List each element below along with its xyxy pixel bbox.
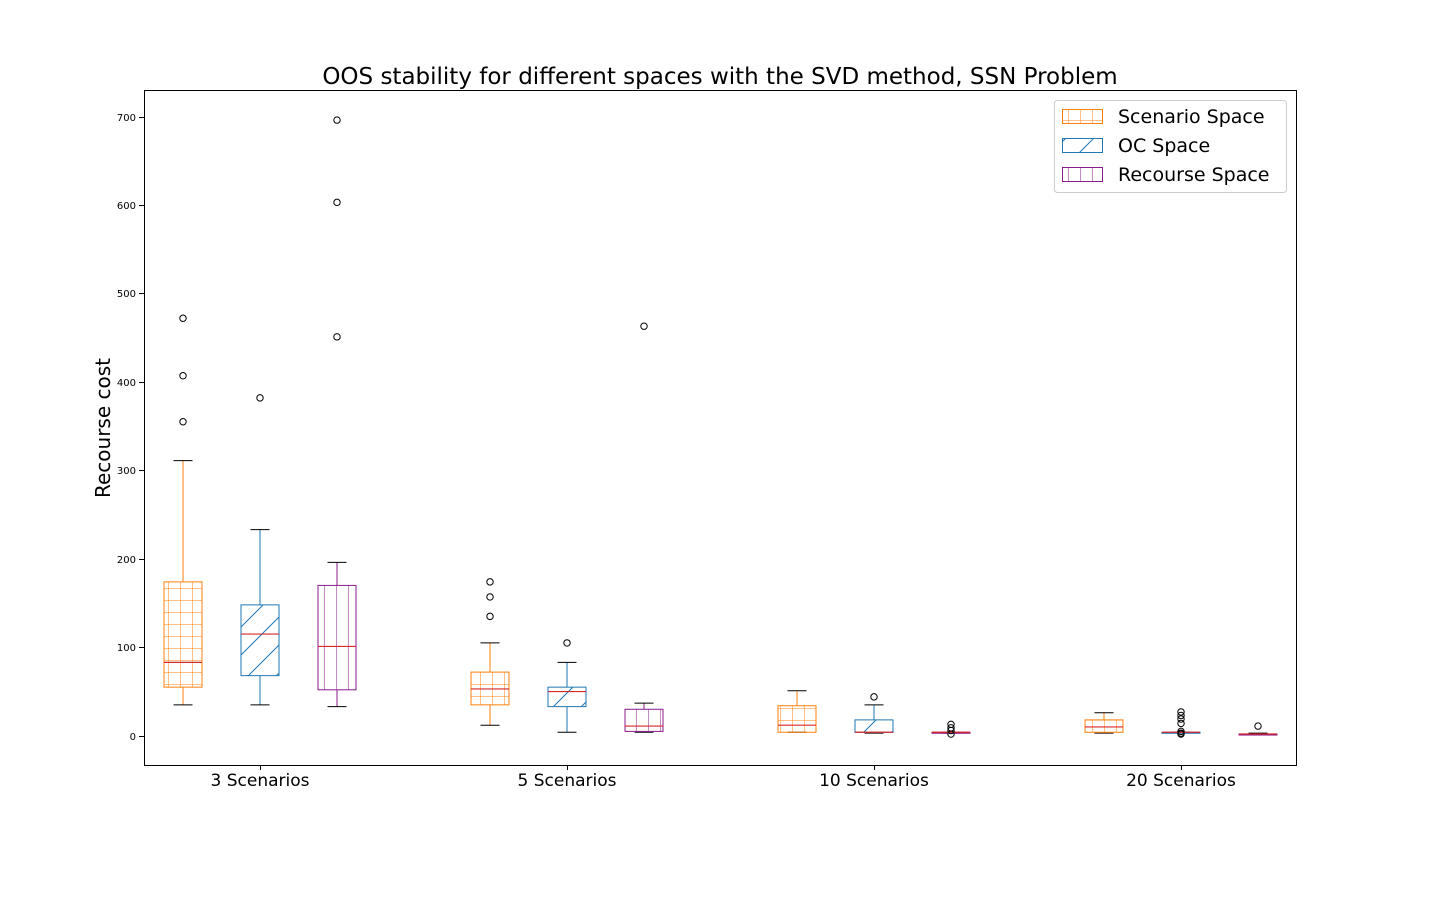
box-body (317, 584, 357, 691)
legend-label: Scenario Space (1118, 106, 1265, 128)
outlier-point (1177, 727, 1185, 736)
x-tick-label: 3 Scenarios (211, 771, 310, 791)
outlier-point (486, 612, 494, 621)
outlier-point (333, 333, 341, 341)
box-oc-space-1 (240, 394, 280, 706)
outlier-point (870, 693, 878, 701)
box-body (163, 581, 203, 688)
outlier-point (1177, 719, 1185, 728)
plot-frame (144, 90, 1297, 766)
box-body (854, 719, 894, 733)
chart-title: OOS stability for different spaces with … (322, 64, 1117, 90)
box-oc-space-3 (854, 693, 894, 734)
y-tick-label: 500 (117, 289, 136, 300)
outlier-point (179, 372, 187, 380)
y-tick-label: 400 (117, 378, 136, 389)
box-body (1084, 719, 1124, 733)
legend-frame (1054, 100, 1287, 193)
outlier-point (1254, 722, 1262, 730)
outlier-point (486, 578, 494, 586)
y-tick-label: 600 (117, 201, 136, 212)
box-scenario-space-3 (777, 690, 817, 733)
outlier-point (333, 116, 341, 124)
plot-area (163, 116, 1278, 738)
legend: Scenario Space OC Space Recourse Space (1054, 100, 1287, 193)
legend-label: Recourse Space (1118, 164, 1270, 186)
box-body (777, 705, 817, 733)
box-recourse-space-1 (317, 116, 357, 708)
x-axis: 3 Scenarios 5 Scenarios 10 Scenarios 20 Sce… (211, 765, 1236, 791)
box-body (624, 708, 664, 732)
outlier-point (333, 198, 341, 207)
outlier-point (1177, 715, 1185, 723)
outlier-point (947, 720, 955, 729)
box-oc-space-2 (547, 639, 587, 733)
box-recourse-space-4 (1238, 722, 1278, 736)
y-tick-label: 100 (117, 643, 136, 654)
y-axis: 0 100 200 300 400 500 600 700 (117, 113, 144, 743)
x-tick-label: 10 Scenarios (819, 771, 929, 791)
outlier-point (179, 418, 187, 426)
box-body (240, 604, 280, 677)
box-scenario-space-2 (470, 578, 510, 726)
y-axis-label: Recourse cost (91, 358, 115, 498)
outlier-point (640, 322, 648, 330)
outlier-point (256, 394, 264, 402)
y-tick-label: 0 (130, 732, 136, 743)
box-body (547, 686, 587, 708)
outlier-point (486, 593, 494, 601)
box-scenario-space-1 (163, 314, 203, 706)
box-scenario-space-4 (1084, 712, 1124, 734)
outlier-point (947, 724, 955, 732)
legend-swatch (1062, 138, 1103, 153)
legend-swatch (1062, 109, 1103, 124)
x-tick-label: 5 Scenarios (518, 771, 617, 791)
legend-swatch (1062, 167, 1103, 182)
y-tick-label: 300 (117, 466, 136, 477)
outlier-point (179, 314, 187, 322)
box-recourse-space-2 (624, 322, 664, 733)
x-tick-label: 20 Scenarios (1126, 771, 1236, 791)
box-oc-space-4 (1161, 708, 1201, 738)
legend-label: OC Space (1118, 135, 1210, 157)
y-tick-label: 700 (117, 113, 136, 124)
outlier-point (1177, 711, 1185, 720)
outlier-point (1177, 708, 1185, 716)
box-recourse-space-3 (931, 720, 971, 738)
y-tick-label: 200 (117, 555, 136, 566)
outlier-point (563, 639, 571, 647)
